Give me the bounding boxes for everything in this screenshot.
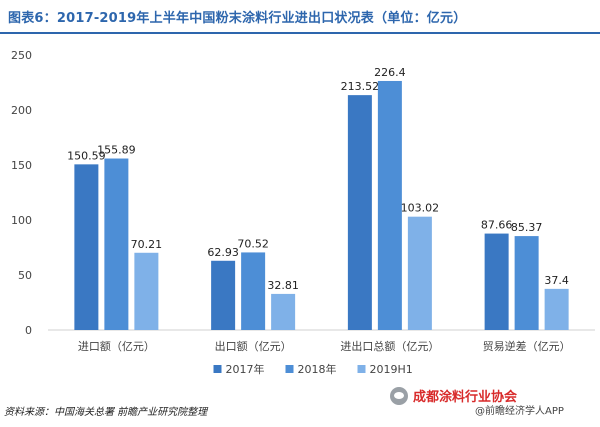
legend-label-2: 2019H1 — [370, 363, 413, 376]
legend-swatch-1 — [285, 365, 294, 373]
y-tick-label-1: 50 — [18, 269, 32, 282]
bar-3-1 — [514, 236, 539, 330]
watermark-text: 成都涂料行业协会 — [413, 390, 518, 405]
data-label-0-2: 70.21 — [131, 238, 163, 251]
legend-swatch-0 — [213, 365, 222, 373]
watermark: 成都涂料行业协会 — [390, 386, 517, 405]
bar-2-2 — [407, 216, 432, 330]
bar-0-2 — [134, 252, 159, 330]
bar-1-0 — [211, 260, 236, 330]
y-tick-label-2: 100 — [11, 214, 32, 227]
y-tick-label-3: 150 — [11, 159, 32, 172]
bar-1-2 — [271, 293, 296, 330]
data-label-0-1: 155.89 — [97, 144, 136, 157]
data-label-0-0: 150.59 — [67, 149, 106, 162]
y-tick-label-4: 200 — [11, 104, 32, 117]
bar-1-1 — [241, 252, 266, 330]
data-label-1-0: 62.93 — [207, 246, 239, 259]
x-tick-label-1: 出口额（亿元） — [215, 339, 292, 353]
bar-2-1 — [377, 80, 402, 331]
chart-title: 图表6：2017-2019年上半年中国粉末涂料行业进出口状况表（单位：亿元） — [8, 11, 467, 26]
y-tick-label-0: 0 — [25, 324, 32, 337]
x-tick-label-3: 贸易逆差（亿元） — [483, 339, 571, 353]
wechat-icon — [390, 386, 408, 405]
legend-swatch-2 — [357, 365, 366, 373]
data-label-1-2: 32.81 — [267, 279, 299, 292]
legend-label-1: 2018年 — [298, 362, 337, 376]
data-label-1-1: 70.52 — [237, 237, 269, 250]
source-note: 资料来源：中国海关总署 前瞻产业研究院整理 — [4, 407, 208, 418]
bar-0-1 — [104, 158, 129, 330]
watermark-app: @前瞻经济学人APP — [475, 406, 564, 417]
x-tick-label-0: 进口额（亿元） — [78, 340, 155, 353]
bar-3-2 — [544, 288, 569, 330]
bar-0-0 — [74, 164, 99, 330]
title-divider — [0, 32, 600, 34]
data-label-3-0: 87.66 — [481, 219, 513, 232]
legend-label-0: 2017年 — [226, 362, 265, 376]
data-label-2-0: 213.52 — [341, 80, 380, 93]
bar-2-0 — [347, 95, 372, 331]
y-tick-label-5: 250 — [11, 49, 32, 62]
data-label-2-1: 226.4 — [374, 66, 406, 79]
data-label-3-1: 85.37 — [511, 221, 543, 234]
x-tick-label-2: 进出口总额（亿元） — [340, 339, 439, 353]
data-label-2-2: 103.02 — [401, 202, 440, 215]
data-label-3-2: 37.4 — [544, 274, 569, 287]
bar-3-0 — [484, 233, 509, 330]
